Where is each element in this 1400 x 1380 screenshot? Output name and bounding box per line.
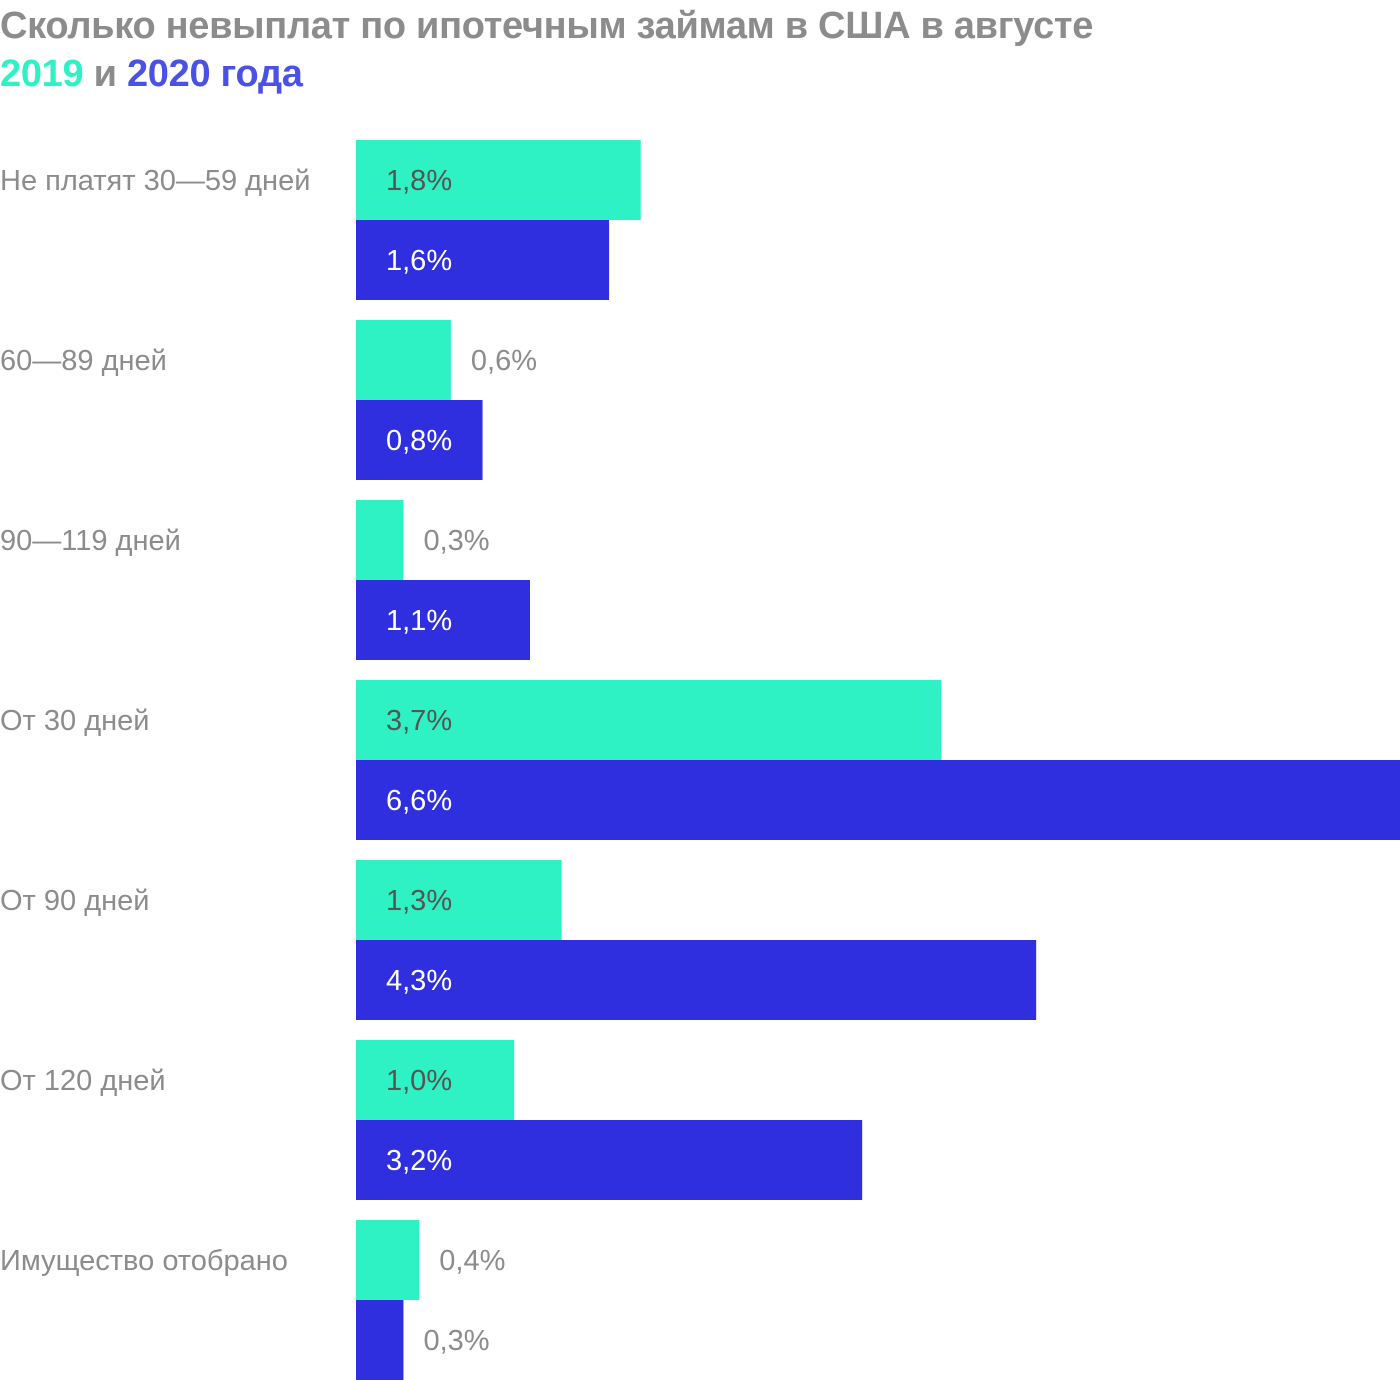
bar-2020 (356, 1120, 863, 1200)
category-label: 60—89 дней (0, 345, 167, 377)
value-label-2020: 4,3% (386, 965, 452, 997)
value-label-2019: 0,6% (471, 345, 537, 377)
bar-2019 (356, 500, 404, 580)
value-label-2019: 0,3% (423, 525, 489, 557)
category-label: От 30 дней (0, 705, 149, 737)
value-label-2019: 0,4% (439, 1245, 505, 1277)
value-label-2020: 0,3% (423, 1325, 489, 1357)
title-year-2020: 2020 года (126, 53, 303, 95)
chart-title: Сколько невыплат по ипотечным займам в С… (0, 2, 1093, 98)
bar-2019 (356, 140, 641, 220)
bar-2019 (356, 1040, 515, 1120)
bar-2019 (356, 1220, 420, 1300)
category-label: Не платят 30—59 дней (0, 165, 310, 197)
title-conjunction: и (93, 53, 117, 95)
value-label-2020: 3,2% (386, 1145, 452, 1177)
bar-2020 (356, 940, 1037, 1020)
bar-2020 (356, 400, 483, 480)
value-label-2019: 1,8% (386, 165, 452, 197)
bar-2020 (356, 220, 610, 300)
category-label: От 120 дней (0, 1065, 166, 1097)
title-year-2019: 2019 (0, 53, 84, 95)
bar-2020 (356, 760, 1400, 840)
title-line1: Сколько невыплат по ипотечным займам в С… (0, 5, 1094, 47)
value-label-2020: 1,1% (386, 605, 452, 637)
category-label: От 90 дней (0, 885, 149, 917)
value-label-2019: 1,0% (386, 1065, 452, 1097)
bar-2019 (356, 860, 562, 940)
category-label: 90—119 дней (0, 525, 181, 557)
value-label-2019: 3,7% (386, 705, 452, 737)
value-label-2020: 1,6% (386, 245, 452, 277)
bar-2020 (356, 1300, 404, 1380)
value-label-2019: 1,3% (386, 885, 452, 917)
category-label: Имущество отобрано (0, 1245, 288, 1277)
bar-2019 (356, 680, 942, 760)
bar-2019 (356, 320, 451, 400)
value-label-2020: 6,6% (386, 785, 452, 817)
bar-2020 (356, 580, 530, 660)
value-label-2020: 0,8% (386, 425, 452, 457)
